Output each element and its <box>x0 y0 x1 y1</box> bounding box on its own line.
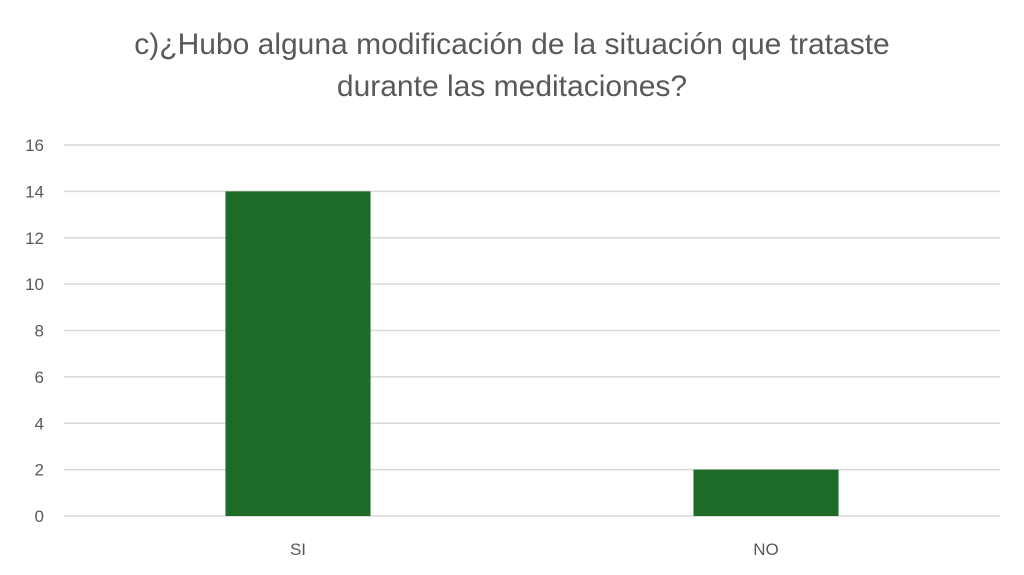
bars <box>225 191 839 516</box>
y-tick-label: 2 <box>35 461 44 480</box>
x-tick-label: NO <box>753 540 779 559</box>
x-tick-label: SI <box>290 540 306 559</box>
y-tick-label: 10 <box>25 275 44 294</box>
y-tick-label: 0 <box>35 507 44 526</box>
y-tick-label: 8 <box>35 322 44 341</box>
bar-no <box>693 469 839 516</box>
y-axis-tick-labels: 0 2 4 6 8 10 12 14 16 <box>25 136 44 526</box>
chart-title: c)¿Hubo alguna modificación de la situac… <box>134 28 890 103</box>
y-tick-label: 12 <box>25 229 44 248</box>
bar-si <box>225 191 371 516</box>
y-tick-label: 6 <box>35 368 44 387</box>
y-tick-label: 14 <box>25 182 44 201</box>
gridlines <box>64 144 1000 517</box>
x-axis-tick-labels: SI NO <box>290 540 779 559</box>
y-tick-label: 16 <box>25 136 44 155</box>
y-tick-label: 4 <box>35 414 44 433</box>
